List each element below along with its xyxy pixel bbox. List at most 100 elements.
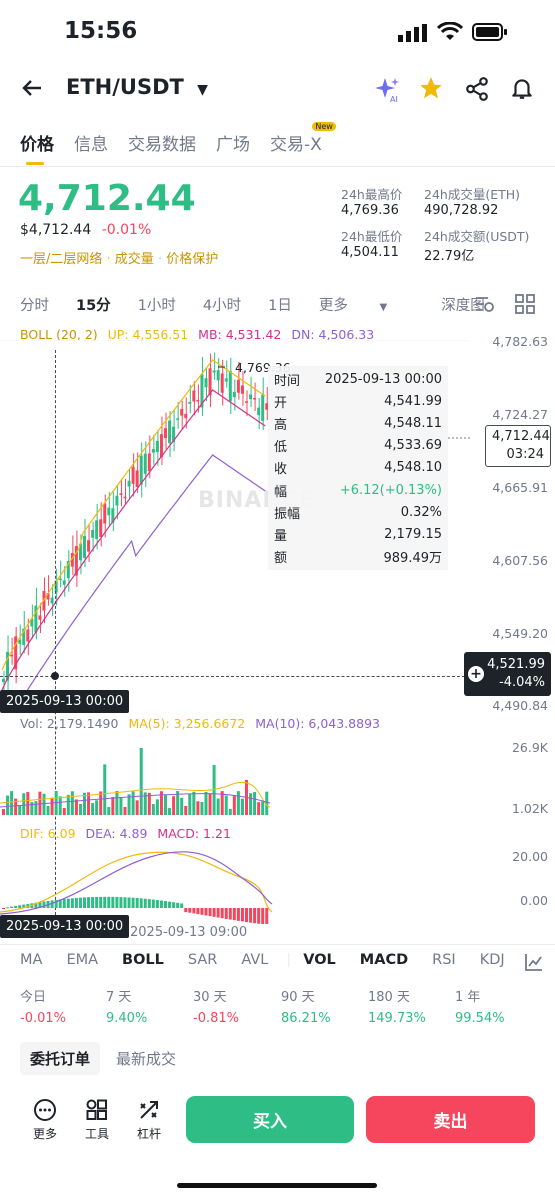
candle-body	[224, 378, 228, 382]
tab-trade-data[interactable]: 交易数据	[128, 135, 196, 155]
chart-settings-icon[interactable]	[474, 294, 496, 318]
macd-histogram-bar	[70, 898, 74, 908]
indicator-sar[interactable]: SAR	[187, 952, 218, 968]
indicator-macd[interactable]: MACD	[359, 952, 409, 968]
volume-bar	[87, 792, 91, 815]
perf-90d: 90 天 86.21%	[281, 986, 331, 1026]
candle-body	[176, 418, 180, 420]
macd-histogram-bar	[208, 908, 212, 917]
new-badge: New	[312, 122, 336, 131]
macd-histogram-bar	[200, 908, 204, 915]
macd-histogram-bar	[143, 898, 147, 908]
tag-price-protection[interactable]: 价格保护	[166, 252, 219, 267]
volume-bar	[147, 792, 151, 815]
macd-histogram-bar	[192, 908, 196, 914]
macd-histogram-bar	[99, 896, 103, 908]
tab-price[interactable]: 价格	[20, 130, 54, 165]
tools-button[interactable]: 工具	[77, 1098, 117, 1142]
interval-more[interactable]: 更多 ▼	[319, 294, 414, 315]
indicator-rsi[interactable]: RSI	[432, 952, 456, 968]
indicator-avl[interactable]: AVL	[241, 952, 269, 968]
tooltip-key: 高	[274, 417, 288, 433]
macd-histogram-bar	[91, 897, 95, 908]
perf-30d: 30 天 -0.81%	[193, 986, 239, 1026]
crosshair-horizontal	[0, 676, 470, 677]
perf-value: -0.81%	[193, 1011, 239, 1026]
volume-bar	[200, 802, 204, 815]
interval-1d[interactable]: 1日	[268, 298, 292, 314]
interval-1h[interactable]: 1小时	[137, 298, 176, 314]
tab-info[interactable]: 信息	[74, 135, 108, 155]
macd-histogram-bar	[107, 896, 111, 908]
indicator-ema[interactable]: EMA	[66, 952, 99, 968]
macd-chart	[0, 851, 273, 924]
volume-bar	[220, 791, 224, 815]
volume-bar	[151, 804, 155, 815]
candle-body	[54, 580, 58, 593]
back-arrow-icon[interactable]	[20, 76, 44, 104]
candle-body	[50, 597, 54, 604]
perf-label: 今日	[20, 990, 47, 1005]
tab-trade-x[interactable]: 交易-X New	[270, 122, 336, 155]
macd-histogram-bar	[257, 908, 261, 924]
volume-bar	[123, 806, 127, 815]
candle-body	[6, 651, 10, 681]
indicator-ma[interactable]: MA	[20, 952, 43, 968]
usd-price: $4,712.44	[20, 222, 92, 238]
crosshair-dot	[51, 672, 59, 680]
bell-icon[interactable]	[509, 75, 535, 105]
tab-square[interactable]: 广场	[216, 135, 250, 155]
tab-latest-trades[interactable]: 最新成交	[116, 1050, 177, 1068]
layout-grid-icon[interactable]	[515, 294, 535, 318]
tag-layer-network[interactable]: 一层/二层网络	[20, 252, 103, 267]
tab-open-orders[interactable]: 委托订单	[20, 1042, 101, 1075]
volume-bar	[14, 798, 18, 815]
candle-body	[131, 466, 135, 484]
volume-bar	[176, 791, 180, 815]
indicator-boll[interactable]: BOLL	[122, 952, 164, 968]
volume-bar	[46, 806, 50, 815]
ai-sparkle-icon[interactable]: AI	[373, 76, 401, 108]
tooltip-value: 4,533.69	[384, 438, 442, 454]
candle-body	[220, 373, 224, 393]
leverage-button[interactable]: 杠杆	[129, 1098, 169, 1142]
interval-depth[interactable]: 深度图	[441, 298, 485, 314]
volume-bar	[91, 803, 95, 815]
volume-bar	[83, 792, 86, 815]
indicator-kdj[interactable]: KDJ	[479, 952, 505, 968]
vol-axis-top: 26.9K	[511, 740, 548, 755]
macd-histogram-bar	[119, 897, 123, 908]
indicator-vol[interactable]: VOL	[303, 952, 336, 968]
share-icon[interactable]	[464, 76, 490, 106]
tag-links: 一层/二层网络 · 成交量 · 价格保护	[20, 252, 219, 267]
candle-body	[34, 605, 38, 633]
sell-button[interactable]: 卖出	[366, 1096, 535, 1143]
top-tabs: 价格 信息 交易数据 广场 交易-X New	[20, 122, 336, 165]
macd-histogram-bar	[74, 897, 78, 908]
boll-label: BOLL (20, 2)	[20, 327, 98, 342]
macd-histogram-bar	[111, 896, 115, 908]
volume-bar	[119, 797, 123, 815]
candle-body	[196, 400, 200, 402]
favorite-star-icon[interactable]	[418, 75, 444, 105]
volume-bar	[155, 799, 159, 815]
candlestick-chart[interactable]	[0, 340, 470, 710]
buy-button[interactable]: 买入	[186, 1096, 354, 1143]
candle-body	[236, 379, 240, 393]
indicator-settings-icon[interactable]	[524, 952, 544, 976]
interval-4h[interactable]: 4小时	[202, 298, 242, 314]
perf-value: 149.73%	[368, 1011, 426, 1026]
macd-histogram-bar	[196, 908, 200, 915]
tag-volume[interactable]: 成交量	[114, 252, 154, 267]
volume-bar	[192, 791, 196, 815]
pair-selector[interactable]: ETH/USDT ▼	[66, 75, 208, 99]
last-price-tag-value: 4,712.44	[492, 429, 550, 444]
candle-body	[14, 636, 18, 670]
add-alert-icon[interactable]: +	[468, 666, 484, 682]
more-button[interactable]: 更多	[25, 1098, 65, 1142]
volume-bar	[216, 798, 220, 815]
interval-15m[interactable]: 15分	[76, 298, 111, 314]
interval-timeline[interactable]: 分时	[20, 298, 49, 314]
macd-histogram-bar	[127, 897, 131, 908]
volume-bar	[131, 791, 135, 815]
